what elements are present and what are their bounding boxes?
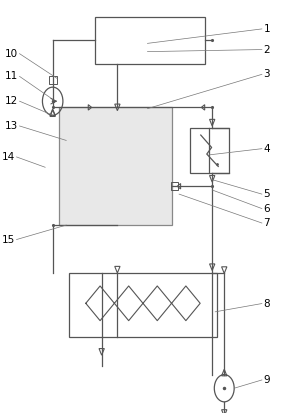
- Text: 9: 9: [263, 375, 270, 385]
- Text: 10: 10: [5, 49, 18, 59]
- Bar: [59, 107, 172, 225]
- Text: 15: 15: [2, 235, 15, 244]
- Text: 2: 2: [263, 45, 270, 55]
- Bar: [190, 128, 229, 173]
- Text: 5: 5: [263, 189, 270, 199]
- Text: 1: 1: [263, 24, 270, 34]
- Text: 6: 6: [263, 204, 270, 214]
- Bar: [69, 273, 217, 337]
- Text: 8: 8: [263, 299, 270, 309]
- Bar: [49, 76, 57, 84]
- Text: 3: 3: [263, 69, 270, 79]
- Text: 12: 12: [5, 96, 18, 106]
- Text: 7: 7: [263, 218, 270, 228]
- Bar: [171, 182, 178, 190]
- Text: 14: 14: [2, 152, 15, 162]
- Text: 11: 11: [5, 71, 18, 81]
- Bar: [95, 17, 205, 64]
- Text: 13: 13: [5, 121, 18, 131]
- Text: 4: 4: [263, 144, 270, 154]
